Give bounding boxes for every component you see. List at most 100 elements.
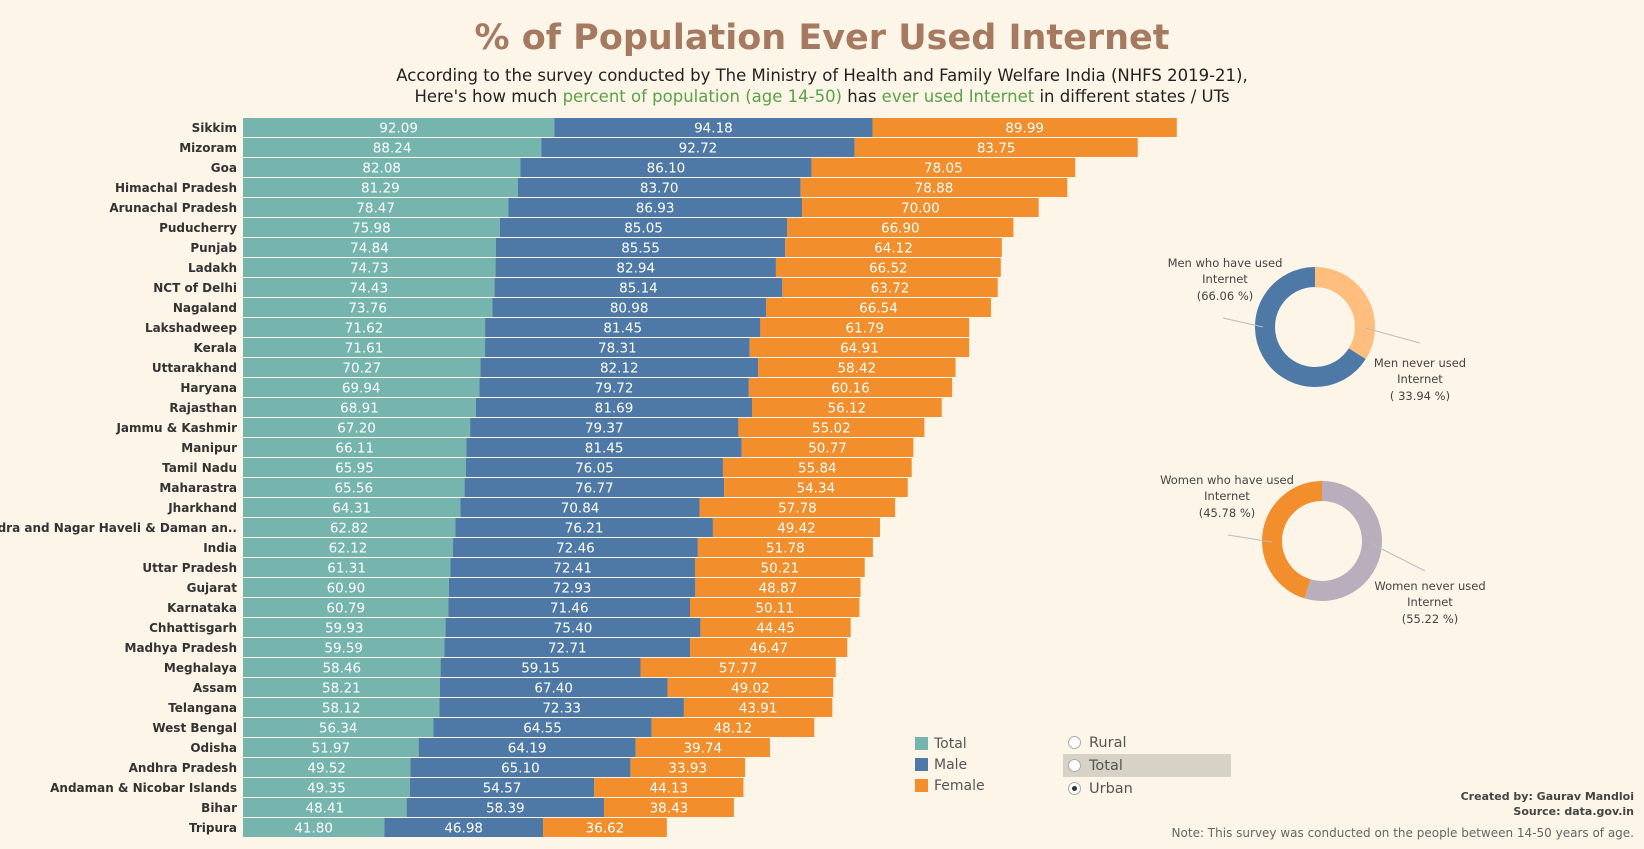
bar-female: [748, 378, 953, 397]
radio-circle-urban[interactable]: [1068, 782, 1081, 795]
bar-total: [243, 278, 495, 297]
bar-female: [690, 638, 848, 657]
data-label-total: 74.73: [350, 261, 389, 277]
data-label-total: 78.47: [356, 201, 395, 217]
bar-male: [410, 758, 631, 777]
data-label-female: 46.47: [749, 641, 788, 657]
bar-female: [603, 798, 734, 817]
data-label-male: 82.12: [600, 361, 639, 377]
data-label-female: 63.72: [871, 281, 910, 297]
radio-circle-total[interactable]: [1068, 759, 1081, 772]
bar-total: [243, 758, 411, 777]
category-label: Uttar Pradesh: [142, 561, 237, 575]
data-label-male: 81.45: [603, 321, 642, 337]
data-label-total: 88.24: [373, 141, 412, 157]
bar-female: [782, 278, 998, 297]
legend-label-male: Male: [934, 756, 968, 773]
category-label: Assam: [193, 681, 237, 695]
data-label-total: 70.27: [342, 361, 381, 377]
leader-line-men-never: [1364, 327, 1421, 344]
legend-item-total: Total: [915, 733, 985, 754]
data-label-female: 43.91: [739, 701, 778, 717]
radio-rural[interactable]: Rural: [1063, 731, 1231, 754]
category-label: Andhra Pradesh: [129, 761, 237, 775]
data-label-female: 51.78: [766, 541, 805, 557]
bar-female: [543, 818, 667, 837]
donut-label-men-used-line2: Internet: [1202, 272, 1248, 286]
data-label-total: 71.62: [345, 321, 384, 337]
data-label-total: 65.56: [334, 481, 373, 497]
data-label-total: 56.34: [319, 721, 358, 737]
bar-male: [406, 798, 604, 817]
category-label: Meghalaya: [164, 661, 237, 675]
data-label-female: 64.91: [840, 341, 879, 357]
data-label-female: 83.75: [977, 141, 1016, 157]
donut-label-men-never-line2: Internet: [1397, 372, 1443, 386]
bar-total: [243, 498, 461, 517]
bar-female: [738, 418, 925, 437]
bar-male: [439, 698, 684, 717]
bar-total: [243, 738, 419, 757]
bar-male: [452, 538, 698, 557]
bar-total: [243, 478, 465, 497]
bar-male: [433, 718, 652, 737]
radio-total[interactable]: Total: [1063, 754, 1231, 777]
donut-label-men-never-line1: Men never used: [1374, 356, 1466, 370]
bar-male: [475, 398, 753, 417]
data-label-male: 72.71: [548, 641, 587, 657]
category-label: Chhattisgarh: [149, 621, 237, 635]
data-label-female: 54.34: [797, 481, 836, 497]
category-label: Rajasthan: [169, 401, 237, 415]
data-label-male: 71.46: [550, 601, 589, 617]
bar-female: [651, 718, 815, 737]
legend-label-female: Female: [934, 777, 985, 794]
bar-total: [243, 318, 486, 337]
bar-female: [712, 518, 880, 537]
data-label-female: 55.84: [798, 461, 837, 477]
category-label: Odisha: [190, 741, 237, 755]
bar-total: [243, 458, 466, 477]
bar-female: [667, 678, 834, 697]
data-label-female: 57.77: [719, 661, 758, 677]
data-label-male: 59.15: [521, 661, 560, 677]
bar-male: [384, 818, 544, 837]
bar-female: [699, 498, 896, 517]
bar-male: [455, 518, 713, 537]
radio-urban[interactable]: Urban: [1063, 777, 1231, 800]
bar-total: [243, 258, 496, 277]
legend-swatch-total: [915, 737, 928, 750]
donut-value-men-used: (66.06 %): [1197, 289, 1253, 303]
data-label-male: 85.55: [621, 241, 660, 257]
category-label: Uttarakhand: [152, 361, 237, 375]
data-label-total: 51.97: [312, 741, 351, 757]
data-label-male: 76.05: [575, 461, 614, 477]
bar-male: [444, 638, 691, 657]
legend-item-male: Male: [915, 754, 985, 775]
bar-female: [785, 238, 1002, 257]
data-label-female: 66.52: [869, 261, 908, 277]
category-label: Bihar: [201, 801, 237, 815]
radio-label-total: Total: [1089, 757, 1123, 774]
bar-total: [243, 418, 471, 437]
data-label-total: 58.46: [322, 661, 361, 677]
radio-label-rural: Rural: [1089, 734, 1127, 751]
bar-female: [722, 458, 912, 477]
data-label-female: 64.12: [874, 241, 913, 257]
bar-female: [683, 698, 833, 717]
data-label-female: 89.99: [1005, 121, 1044, 137]
bar-female: [695, 578, 861, 597]
bar-female: [787, 218, 1014, 237]
donut-label-women-never-line2: Internet: [1407, 595, 1453, 609]
data-label-total: 82.08: [362, 161, 401, 177]
category-label: Himachal Pradesh: [115, 181, 237, 195]
bar-female: [800, 178, 1068, 197]
bar-female: [854, 138, 1138, 157]
data-label-female: 36.62: [586, 821, 625, 837]
category-label: Sikkim: [192, 121, 237, 135]
radio-circle-rural[interactable]: [1068, 736, 1081, 749]
data-label-female: 70.00: [901, 201, 940, 217]
bar-male: [460, 498, 700, 517]
category-label: Jammu & Kashmir: [115, 421, 237, 435]
data-label-male: 82.94: [616, 261, 655, 277]
donut-women-never-slice: [1304, 481, 1382, 601]
